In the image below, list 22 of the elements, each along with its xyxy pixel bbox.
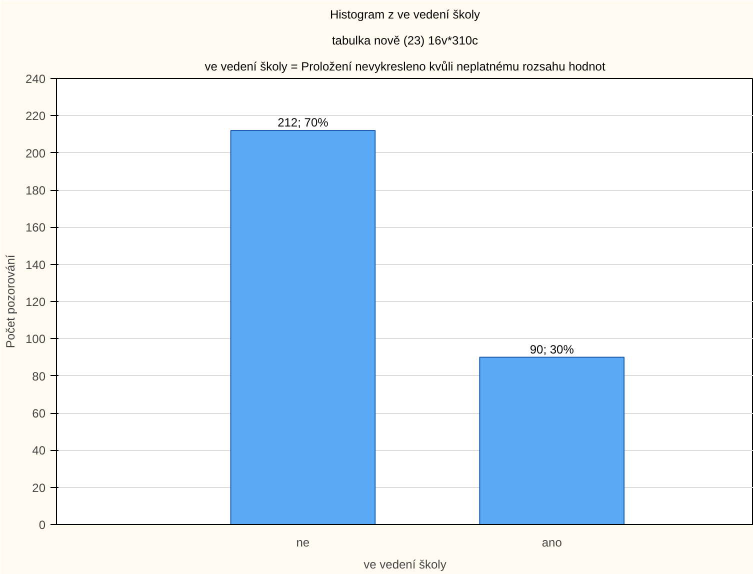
y-tick-label: 80 <box>32 369 46 384</box>
chart-subtitle: tabulka nově (23) 16v*310c <box>332 34 478 48</box>
y-tick-label: 140 <box>25 258 46 272</box>
y-tick-label: 20 <box>32 480 46 495</box>
x-tick-label: ne <box>296 536 310 550</box>
y-tick-label: 0 <box>38 518 46 532</box>
text: ve vedení školy = Proložení nevykresleno kvůli neplatnému rozsahu hodnot <box>204 60 606 74</box>
y-tick-label: 120 <box>25 295 46 309</box>
chart-title: Histogram z ve vedení školy <box>330 8 480 22</box>
data-label: 90; 30% <box>530 342 574 356</box>
x-axis-title: ve vedení školy <box>364 558 446 572</box>
data-label: 212; 70% <box>278 116 329 130</box>
y-tick-label: 100 <box>25 332 46 346</box>
y-tick-label: 200 <box>25 146 46 160</box>
y-tick-label: 220 <box>25 109 46 124</box>
y-tick-label: 60 <box>32 406 46 420</box>
y-tick-label: 160 <box>25 220 46 235</box>
y-tick-label: 180 <box>25 184 46 198</box>
y-tick-label: 240 <box>25 72 46 86</box>
y-tick-label: 40 <box>32 444 46 458</box>
y-axis-title: Počet pozorování <box>3 254 18 348</box>
x-tick-label: ano <box>542 536 562 550</box>
